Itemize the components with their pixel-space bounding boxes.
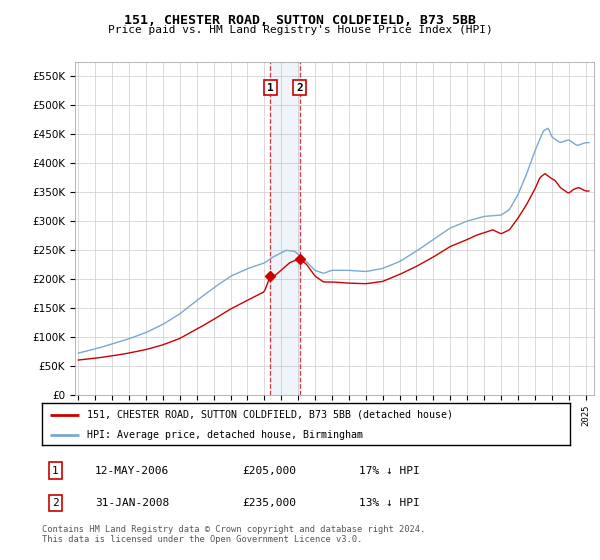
Text: 2: 2 (296, 83, 303, 92)
Text: £235,000: £235,000 (242, 498, 296, 508)
Bar (271, 62, 299, 395)
Text: 17% ↓ HPI: 17% ↓ HPI (359, 465, 419, 475)
Text: 151, CHESTER ROAD, SUTTON COLDFIELD, B73 5BB: 151, CHESTER ROAD, SUTTON COLDFIELD, B73… (124, 14, 476, 27)
Text: 2: 2 (52, 498, 59, 508)
Text: 31-JAN-2008: 31-JAN-2008 (95, 498, 169, 508)
Text: 1: 1 (267, 83, 274, 92)
Text: 151, CHESTER ROAD, SUTTON COLDFIELD, B73 5BB (detached house): 151, CHESTER ROAD, SUTTON COLDFIELD, B73… (87, 410, 453, 420)
Text: HPI: Average price, detached house, Birmingham: HPI: Average price, detached house, Birm… (87, 430, 363, 440)
Text: £205,000: £205,000 (242, 465, 296, 475)
Text: 12-MAY-2006: 12-MAY-2006 (95, 465, 169, 475)
Text: Contains HM Land Registry data © Crown copyright and database right 2024.
This d: Contains HM Land Registry data © Crown c… (42, 525, 425, 544)
Text: 1: 1 (52, 465, 59, 475)
Text: Price paid vs. HM Land Registry's House Price Index (HPI): Price paid vs. HM Land Registry's House … (107, 25, 493, 35)
Text: 13% ↓ HPI: 13% ↓ HPI (359, 498, 419, 508)
